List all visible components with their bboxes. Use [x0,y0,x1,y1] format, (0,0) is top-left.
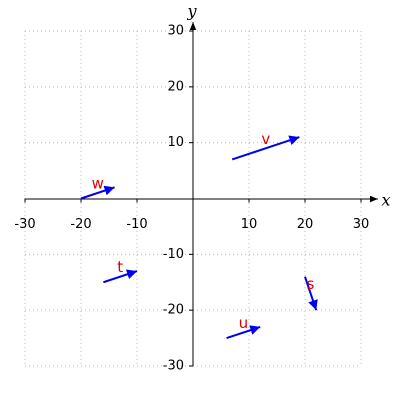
vector-label: w [92,174,104,192]
vector-arrow [103,269,138,284]
x-tick-label: 20 [297,217,314,232]
y-axis-title: y [186,2,197,21]
vector-label: u [239,314,249,332]
vector-arrow [80,185,115,200]
x-tick-label: 30 [353,217,370,232]
x-axis-title: x [381,191,390,210]
y-tick-label: -30 [163,359,184,374]
y-tick-label: -20 [163,303,184,318]
vector-label: t [117,258,123,276]
vector-arrow [231,135,300,161]
vector-arrow [226,325,261,340]
vector-arrow [304,276,318,311]
y-tick-label: 10 [167,135,184,150]
x-tick-label: 10 [241,217,258,232]
vector-label: v [261,130,270,148]
y-tick-label: -10 [163,247,184,262]
y-tick-label: 30 [167,24,184,39]
vector-label: s [307,275,315,293]
x-tick-label: -20 [70,217,91,232]
x-tick-label: -10 [126,217,147,232]
y-tick-label: 20 [167,79,184,94]
x-tick-label: -30 [14,217,35,232]
